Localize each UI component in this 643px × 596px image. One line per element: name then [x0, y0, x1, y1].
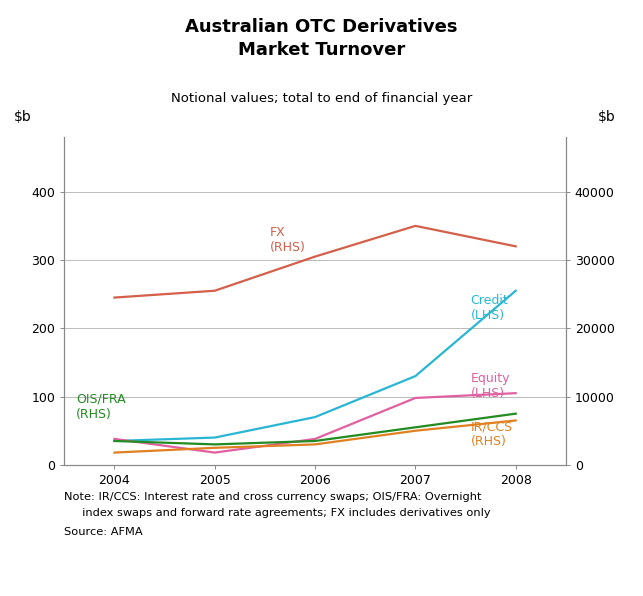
Text: Source: AFMA: Source: AFMA [64, 527, 143, 538]
Text: $b: $b [598, 110, 616, 124]
Text: Note: IR/CCS: Interest rate and cross currency swaps; OIS/FRA: Overnight: Note: IR/CCS: Interest rate and cross cu… [64, 492, 482, 502]
Text: FX
(RHS): FX (RHS) [270, 225, 306, 253]
Text: Notional values; total to end of financial year: Notional values; total to end of financi… [171, 92, 472, 105]
Text: Equity
(LHS): Equity (LHS) [471, 372, 510, 401]
Text: index swaps and forward rate agreements; FX includes derivatives only: index swaps and forward rate agreements;… [64, 508, 491, 518]
Text: IR/CCS
(RHS): IR/CCS (RHS) [471, 420, 512, 448]
Text: $b: $b [14, 110, 32, 124]
Text: Australian OTC Derivatives
Market Turnover: Australian OTC Derivatives Market Turnov… [185, 18, 458, 59]
Text: OIS/FRA
(RHS): OIS/FRA (RHS) [77, 393, 126, 421]
Text: Credit
(LHS): Credit (LHS) [471, 294, 509, 322]
